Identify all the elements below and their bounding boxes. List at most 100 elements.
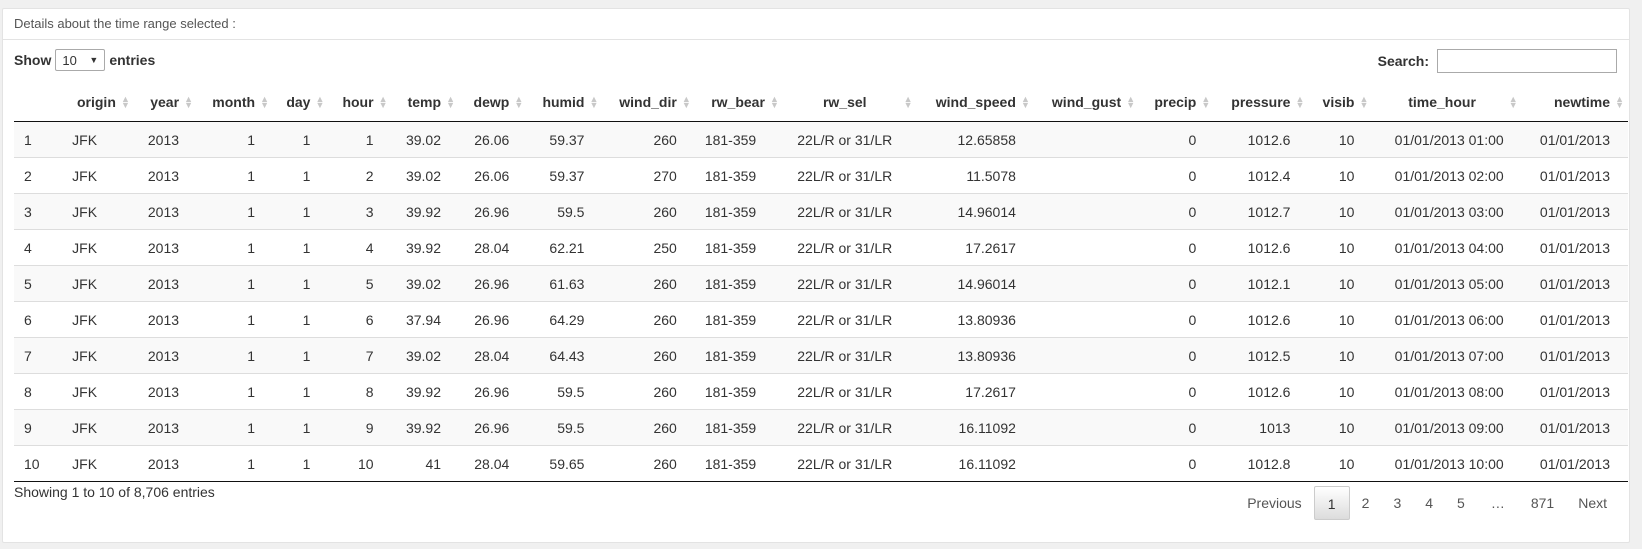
cell-index: 6 [14,301,63,338]
cell-precip: 0 [1139,157,1215,194]
column-header-label: pressure [1231,94,1291,110]
page-button-last[interactable]: 871 [1530,495,1555,511]
column-header-temp[interactable]: temp ▲ ▼ [391,83,460,122]
cell-rw-bear: 181-359 [694,301,783,338]
table-row[interactable]: 3 JFK 2013 1 1 3 39.92 26.96 59.5 260 181-359 22L/R… [14,193,1628,230]
cell-month: 1 [197,193,274,230]
cell-humid: 59.5 [527,193,603,230]
cell-wind-speed: 17.2617 [916,373,1034,410]
column-header-newtime[interactable]: newtime ▲ ▼ [1521,83,1628,122]
column-header-day[interactable]: day ▲ ▼ [273,83,329,122]
cell-humid: 62.21 [527,229,603,266]
column-header-pressure[interactable]: pressure ▲ ▼ [1214,83,1309,122]
cell-hour: 4 [328,229,392,266]
column-header-year[interactable]: year ▲ ▼ [133,83,198,122]
sort-icon: ▲ ▼ [1359,94,1369,110]
table-row[interactable]: 1 JFK 2013 1 1 1 39.02 26.06 59.37 260 181-359 22L/… [14,121,1628,158]
cell-month: 1 [197,337,274,374]
table-row[interactable]: 6 JFK 2013 1 1 6 37.94 26.96 64.29 260 181-359 22L/… [14,301,1628,338]
sort-icon: ▲ ▼ [378,94,388,110]
cell-pressure: 1012.7 [1214,193,1309,230]
column-header-label: wind_gust [1051,94,1122,110]
search-input[interactable] [1437,49,1617,73]
table-row[interactable]: 8 JFK 2013 1 1 8 39.92 26.96 59.5 260 181-359 22L/R… [14,373,1628,410]
cell-hour: 9 [328,409,392,446]
cell-newtime: 01/01/2013 [1521,265,1628,302]
page-button-1[interactable]: 1 [1313,486,1350,520]
cell-rw-sel: 22L/R or 31/LR [782,265,917,302]
cell-humid: 59.5 [527,409,603,446]
table-row[interactable]: 2 JFK 2013 1 1 2 39.02 26.06 59.37 270 181-359 22L/… [14,157,1628,194]
table-row[interactable]: 4 JFK 2013 1 1 4 39.92 28.04 62.21 250 181-359 22L/… [14,229,1628,266]
cell-wind-speed: 16.11092 [916,409,1034,446]
sort-icon: ▲ ▼ [184,94,194,110]
cell-wind-speed: 13.80936 [916,301,1034,338]
table-row[interactable]: 5 JFK 2013 1 1 5 39.02 26.96 61.63 260 181-359 22L/… [14,265,1628,302]
cell-precip: 0 [1139,301,1215,338]
cell-wind-speed: 11.5078 [916,157,1034,194]
column-header-wind-speed[interactable]: wind_speed ▲ ▼ [916,83,1034,122]
cell-year: 2013 [133,409,198,446]
cell-newtime: 01/01/2013 [1521,445,1628,482]
cell-temp: 37.94 [391,301,460,338]
cell-visib: 10 [1308,337,1373,374]
cell-month: 1 [197,373,274,410]
cell-rw-sel: 22L/R or 31/LR [782,409,917,446]
table-row[interactable]: 10 JFK 2013 1 1 10 41 28.04 59.65 260 181-359 22L/R… [14,445,1628,482]
cell-precip: 0 [1139,265,1215,302]
cell-temp: 39.02 [391,265,460,302]
column-header-humid[interactable]: humid ▲ ▼ [527,83,603,122]
cell-rw-sel: 22L/R or 31/LR [782,373,917,410]
page-button-4[interactable]: 4 [1425,495,1434,511]
cell-rw-bear: 181-359 [694,265,783,302]
column-header-label: hour [342,94,374,110]
cell-rw-bear: 181-359 [694,409,783,446]
cell-visib: 10 [1308,301,1373,338]
previous-button[interactable]: Previous [1247,495,1302,511]
sort-icon: ▲ ▼ [1508,94,1518,110]
column-header-rw-bear[interactable]: rw_bear ▲ ▼ [694,83,783,122]
column-header-label: newtime [1553,94,1610,110]
sort-icon: ▲ ▼ [260,94,270,110]
cell-precip: 0 [1139,121,1215,158]
next-button[interactable]: Next [1578,495,1607,511]
cell-wind-dir: 270 [602,157,695,194]
cell-wind-gust [1033,373,1140,410]
sort-icon: ▲ ▼ [769,94,779,110]
page-button-2[interactable]: 2 [1361,495,1370,511]
cell-time-hour: 01/01/2013 10:00 [1372,445,1522,482]
column-header-wind-dir[interactable]: wind_dir ▲ ▼ [602,83,695,122]
column-header-rw-sel[interactable]: rw_sel ▲ ▼ [782,83,917,122]
cell-temp: 39.92 [391,409,460,446]
cell-origin: JFK [62,265,134,302]
column-header-visib[interactable]: visib ▲ ▼ [1308,83,1373,122]
cell-time-hour: 01/01/2013 06:00 [1372,301,1522,338]
cell-precip: 0 [1139,409,1215,446]
cell-dewp: 26.06 [459,157,528,194]
column-header-label: day [286,94,311,110]
column-header-month[interactable]: month ▲ ▼ [197,83,274,122]
column-header-wind-gust[interactable]: wind_gust ▲ ▼ [1033,83,1140,122]
cell-day: 1 [273,121,329,158]
cell-hour: 8 [328,373,392,410]
cell-newtime: 01/01/2013 [1521,337,1628,374]
column-header-dewp[interactable]: dewp ▲ ▼ [459,83,528,122]
sort-icon: ▲ ▼ [681,94,691,110]
cell-rw-bear: 181-359 [694,373,783,410]
cell-time-hour: 01/01/2013 02:00 [1372,157,1522,194]
page-button-3[interactable]: 3 [1393,495,1402,511]
sort-icon: ▲ ▼ [589,94,599,110]
column-header-time-hour[interactable]: time_hour ▲ ▼ [1372,83,1522,122]
cell-pressure: 1012.6 [1214,229,1309,266]
column-header-precip[interactable]: precip ▲ ▼ [1139,83,1215,122]
entries-select[interactable]: 10 ▼ [55,49,106,71]
cell-wind-gust [1033,445,1140,482]
column-header-hour[interactable]: hour ▲ ▼ [328,83,392,122]
column-header-origin[interactable]: origin ▲ ▼ [62,83,134,122]
cell-wind-speed: 12.65858 [916,121,1034,158]
cell-time-hour: 01/01/2013 09:00 [1372,409,1522,446]
table-row[interactable]: 7 JFK 2013 1 1 7 39.02 28.04 64.43 260 181-359 22L/… [14,337,1628,374]
column-header-index[interactable] [14,83,63,122]
table-row[interactable]: 9 JFK 2013 1 1 9 39.92 26.96 59.5 260 181-359 22L/R… [14,409,1628,446]
page-button-5[interactable]: 5 [1457,495,1465,511]
